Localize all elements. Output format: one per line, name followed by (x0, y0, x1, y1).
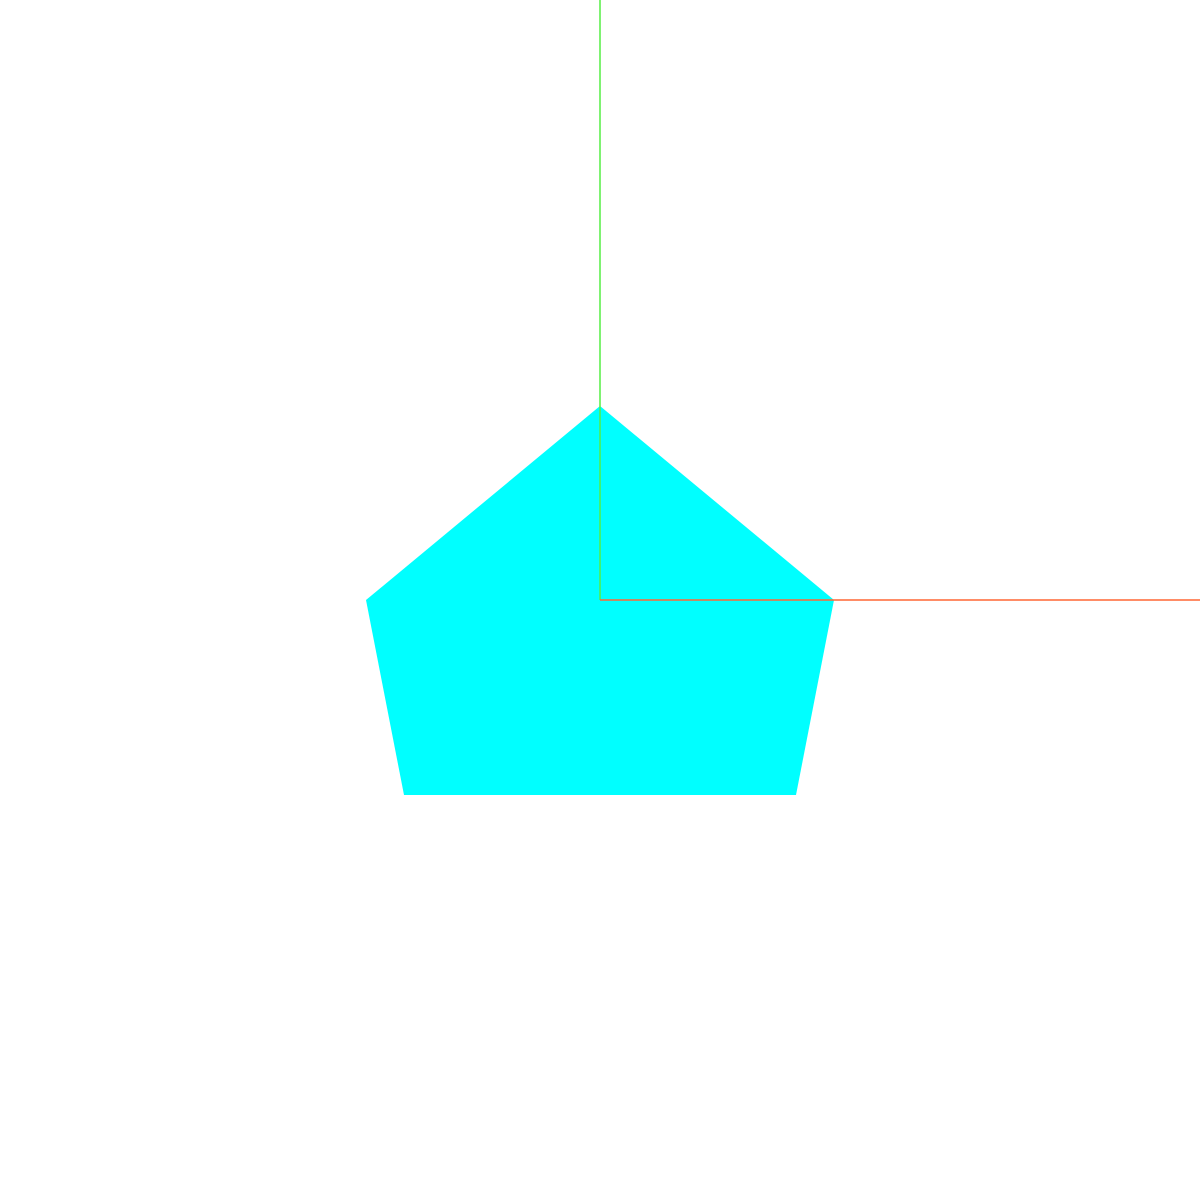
diagram-viewport (366, 0, 1200, 795)
diagram-canvas (366, 0, 1200, 795)
